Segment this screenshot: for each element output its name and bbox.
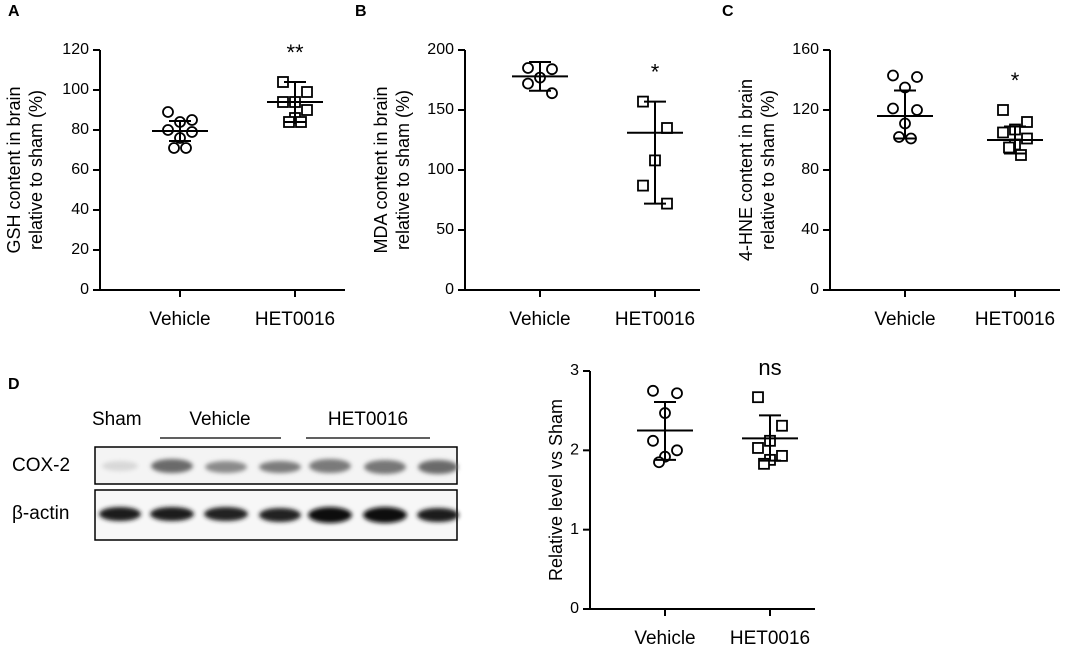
y-tick-label: 160 bbox=[792, 41, 819, 58]
y-axis-label: relative to sham (%) bbox=[393, 90, 413, 250]
y-tick-label: 20 bbox=[71, 241, 89, 258]
x-tick-label: Vehicle bbox=[509, 309, 570, 330]
data-point bbox=[758, 457, 770, 470]
row-label: β-actin bbox=[12, 503, 69, 524]
data-point bbox=[653, 456, 665, 469]
y-tick-label: 100 bbox=[427, 161, 454, 178]
actin-bands bbox=[99, 507, 459, 523]
x-tick-label: Vehicle bbox=[874, 309, 935, 330]
panel-letter: A bbox=[8, 3, 20, 20]
y-tick-label: 120 bbox=[62, 41, 89, 58]
y-axis-label: GSH content in brain bbox=[4, 86, 24, 253]
data-point bbox=[752, 391, 764, 404]
y-tick-label: 80 bbox=[801, 161, 819, 178]
y-tick-label: 0 bbox=[80, 281, 89, 298]
x-tick-label: HET0016 bbox=[730, 628, 810, 649]
data-point bbox=[887, 69, 899, 82]
significance-label: ** bbox=[286, 40, 304, 65]
data-point bbox=[522, 77, 534, 90]
data-point bbox=[1021, 132, 1033, 145]
y-tick-label: 0 bbox=[445, 281, 454, 298]
data-point bbox=[637, 179, 649, 192]
row-label: COX-2 bbox=[12, 455, 70, 476]
data-point bbox=[997, 126, 1009, 139]
panel-letter: D bbox=[8, 376, 20, 393]
significance-label: ns bbox=[758, 355, 781, 380]
panel-letter: C bbox=[722, 3, 734, 20]
y-tick-label: 2 bbox=[570, 442, 579, 459]
x-tick-label: Vehicle bbox=[634, 628, 695, 649]
data-point bbox=[893, 131, 905, 143]
y-tick-label: 1 bbox=[570, 521, 579, 538]
y-axis-label: relative to sham (%) bbox=[758, 90, 778, 250]
y-tick-label: 60 bbox=[71, 161, 89, 178]
data-point bbox=[997, 104, 1009, 116]
significance-label: * bbox=[651, 59, 660, 84]
y-tick-label: 200 bbox=[427, 41, 454, 58]
data-point bbox=[1021, 116, 1033, 128]
data-point bbox=[647, 384, 659, 397]
y-axis-label: Relative level vs Sham bbox=[546, 399, 566, 581]
y-tick-label: 0 bbox=[570, 600, 579, 617]
y-tick-label: 40 bbox=[71, 201, 89, 218]
y-tick-label: 40 bbox=[801, 221, 819, 238]
data-point bbox=[776, 449, 788, 462]
lane-label: HET0016 bbox=[328, 409, 408, 430]
y-tick-label: 150 bbox=[427, 101, 454, 118]
data-point bbox=[301, 86, 313, 98]
y-tick-label: 100 bbox=[62, 81, 89, 98]
data-point bbox=[301, 104, 313, 116]
data-point bbox=[180, 142, 192, 154]
significance-label: * bbox=[1011, 68, 1020, 93]
y-tick-label: 120 bbox=[792, 101, 819, 118]
x-tick-label: HET0016 bbox=[975, 309, 1055, 330]
western-blot: Sham Vehicle HET0016 COX-2 β-actin bbox=[12, 409, 459, 541]
data-point bbox=[546, 87, 558, 100]
data-point bbox=[671, 387, 683, 400]
data-point bbox=[887, 102, 899, 115]
x-tick-label: Vehicle bbox=[149, 309, 210, 330]
data-point bbox=[162, 106, 174, 118]
data-point bbox=[168, 142, 180, 154]
x-tick-label: HET0016 bbox=[255, 309, 335, 330]
data-point bbox=[911, 104, 923, 116]
panel-letter: B bbox=[355, 3, 367, 20]
cox2-bands bbox=[102, 459, 458, 474]
y-axis-label: 4-HNE content in brain bbox=[736, 79, 756, 261]
data-point bbox=[661, 122, 673, 134]
data-point bbox=[752, 442, 764, 454]
data-point bbox=[522, 62, 534, 74]
data-point bbox=[647, 434, 659, 447]
y-tick-label: 0 bbox=[810, 281, 819, 298]
data-point bbox=[911, 71, 923, 83]
y-tick-label: 80 bbox=[71, 121, 89, 138]
data-point bbox=[671, 444, 683, 457]
y-axis-label: MDA content in brain bbox=[371, 86, 391, 253]
y-axis-label: relative to sham (%) bbox=[26, 90, 46, 250]
data-point bbox=[776, 419, 788, 432]
y-tick-label: 3 bbox=[570, 362, 579, 379]
data-point bbox=[546, 63, 558, 76]
y-tick-label: 50 bbox=[436, 221, 454, 238]
lane-label: Vehicle bbox=[189, 409, 250, 430]
lane-label: Sham bbox=[92, 409, 142, 430]
data-point bbox=[1003, 141, 1015, 154]
data-point bbox=[1015, 149, 1027, 161]
x-tick-label: HET0016 bbox=[615, 309, 695, 330]
